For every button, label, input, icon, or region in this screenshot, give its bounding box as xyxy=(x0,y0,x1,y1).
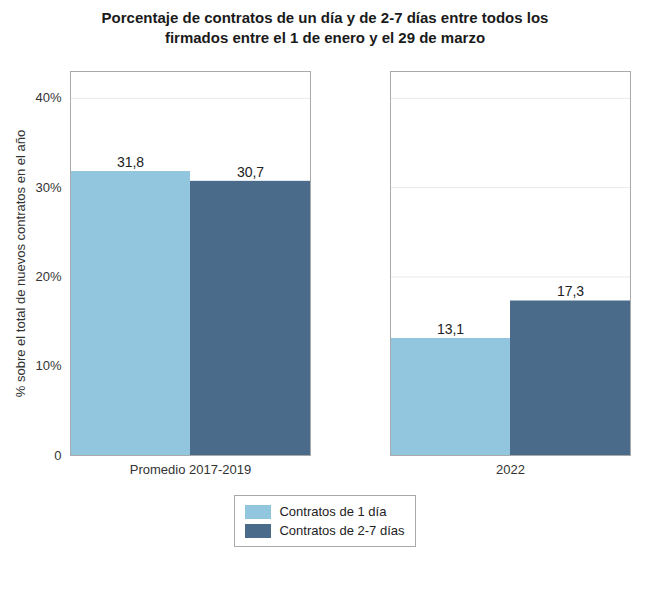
svg-text:% sobre el total de nuevos con: % sobre el total de nuevos contratos en … xyxy=(13,130,28,397)
svg-text:20%: 20% xyxy=(35,269,61,284)
svg-text:17,3: 17,3 xyxy=(557,283,584,299)
svg-text:0: 0 xyxy=(54,448,61,463)
svg-text:40%: 40% xyxy=(35,90,61,105)
svg-text:30,7: 30,7 xyxy=(237,164,264,180)
svg-text:31,8: 31,8 xyxy=(117,154,144,170)
svg-text:Promedio 2017-2019: Promedio 2017-2019 xyxy=(130,462,251,477)
html-text:Contratos de 1 día: Contratos de 1 día xyxy=(279,504,387,519)
svg-text:2022: 2022 xyxy=(496,462,525,477)
svg-text:30%: 30% xyxy=(35,180,61,195)
svg-text:13,1: 13,1 xyxy=(437,321,464,337)
svg-text:10%: 10% xyxy=(35,358,61,373)
html-text:Contratos de 2-7 días: Contratos de 2-7 días xyxy=(279,523,405,538)
html-text:Porcentaje de contratos de un: Porcentaje de contratos de un día y de 2… xyxy=(101,9,549,46)
